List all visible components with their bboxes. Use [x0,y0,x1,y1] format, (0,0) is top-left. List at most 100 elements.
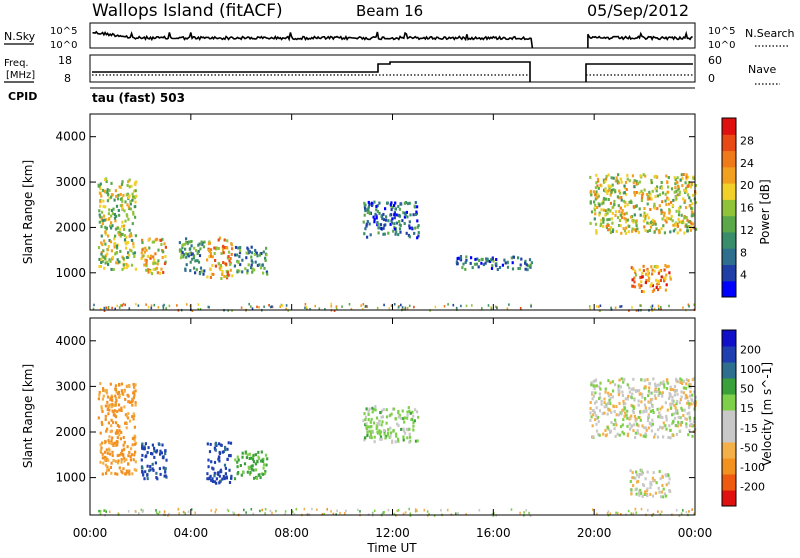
velocity-pixel [108,408,111,412]
power-pixel [221,273,224,276]
velocity-pixel [692,430,696,433]
power-pixel [375,208,378,212]
velocity-pixel [657,428,660,432]
velocity-pixel [134,450,137,454]
velocity-ground-pixel [214,510,217,514]
velocity-pixel [111,404,114,408]
power-pixel [128,178,131,182]
velocity-pixel [386,433,389,437]
velocity-ground-pixel [215,508,217,511]
power-pixel [501,263,504,267]
power-pixel [684,199,687,203]
velocity-pixel [676,424,679,428]
velocity-pixel [158,467,161,471]
power-pixel [525,263,528,267]
velocity-ground-pixel [108,510,111,513]
power-pixel [258,253,261,257]
power-pixel [185,255,188,259]
velocity-pixel [262,466,265,470]
power-pixel [511,261,514,265]
velocity-pixel [644,477,647,481]
power-pixel [132,212,135,216]
power-pixel [602,201,605,205]
power-pixel [638,286,641,289]
power-pixel [143,263,146,267]
power-pixel [154,261,157,265]
velocity-pixel [257,450,260,454]
velocity-pixel [141,453,144,457]
velocity-pixel [646,487,649,491]
power-pixel [638,191,641,195]
power-pixel [646,229,649,233]
velocity-pixel [380,437,383,441]
velocity-pixel [398,413,401,417]
velocity-pixel [379,411,382,414]
power-pixel [673,190,676,194]
power-pixel [598,211,601,215]
power-pixel [635,204,638,208]
velocity-pixel [110,418,113,422]
velocity-ground-pixel [284,513,286,516]
power-pixel [414,201,417,204]
power-pixel [637,230,640,234]
velocity-pixel [218,452,222,455]
velocity-pixel [655,386,658,390]
power-ground-pixel [240,306,243,309]
velocity-pixel [378,419,381,423]
velocity-ground-pixel [620,513,622,516]
nsky-panel-frame [89,22,696,49]
power-pixel [151,240,154,244]
power-pixel [653,202,656,206]
power-pixel [132,189,136,193]
power-pixel [393,204,396,207]
power-pixel [611,221,614,225]
velocity-pixel [252,468,255,472]
power-ground-pixel [348,303,351,306]
power-pixel [236,259,239,263]
power-pixel [155,266,159,270]
velocity-pixel [381,420,384,424]
power-pixel [623,186,627,190]
power-pixel [118,227,122,231]
power-pixel [669,277,672,281]
velocity-pixel [651,397,654,401]
power-pixel [208,255,211,259]
power-pixel [196,259,199,263]
cpid-label: CPID [8,90,37,103]
velocity-pixel [673,416,677,420]
power-pixel [115,194,118,198]
velocity-pixel [243,462,247,466]
velocity-ground-pixel [659,513,662,516]
power-pixel [664,276,667,280]
velocity-pixel [162,455,165,459]
power-pixel [239,246,242,249]
velocity-pixel [153,446,156,450]
velocity-ground-pixel [428,513,430,516]
power-panel-frame [89,113,696,311]
power-pixel [611,183,614,187]
power-ground-pixel [651,307,653,310]
power-pixel [596,196,599,200]
power-pixel [132,242,135,246]
power-pixel [107,263,110,266]
power-pixel [104,254,107,258]
power-ground-pixel [487,304,490,307]
power-ground-pixel [653,307,656,311]
velocity-pixel [397,411,400,415]
power-pixel [199,247,202,251]
velocity-pixel [650,391,653,395]
power-pixel [668,202,671,206]
velocity-pixel [399,416,402,420]
velocity-pixel [97,397,100,401]
velocity-pixel [666,408,669,412]
velocity-pixel [598,392,601,396]
power-pixel [674,227,677,231]
velocity-pixel [251,464,254,468]
power-pixel [154,238,157,242]
velocity-pixel [369,435,372,439]
power-pixel [616,195,619,199]
power-pixel [161,237,164,241]
power-pixel [605,174,608,178]
velocity-ground-pixel [523,511,525,514]
power-pixel [98,213,101,217]
